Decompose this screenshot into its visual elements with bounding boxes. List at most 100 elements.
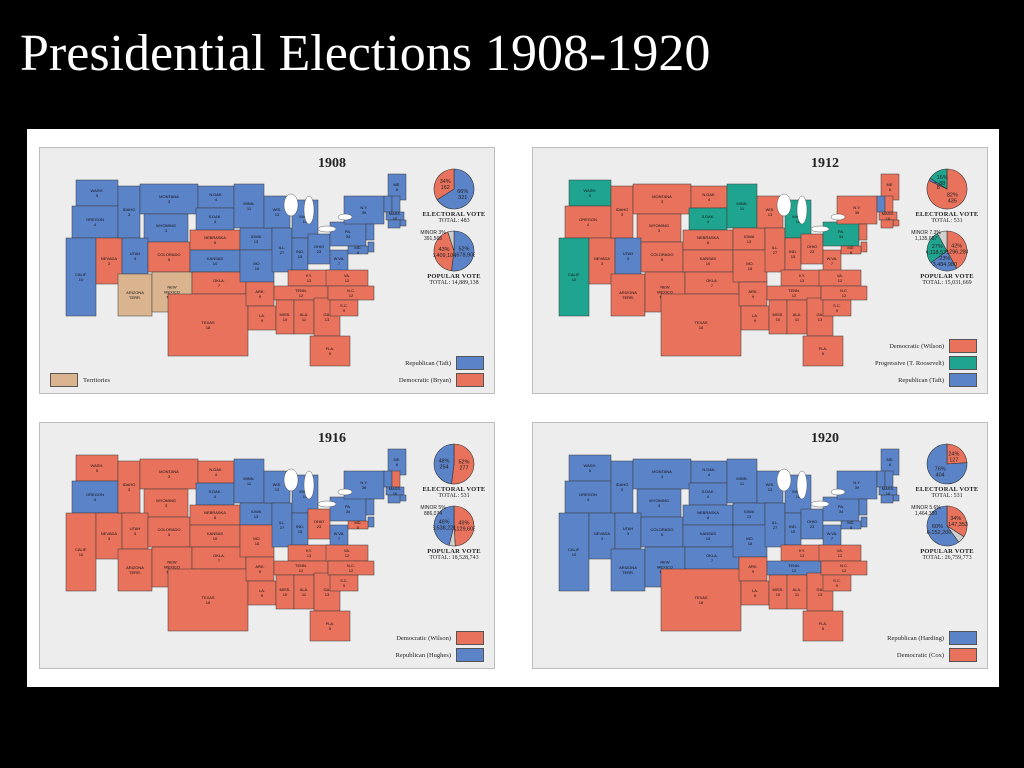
state-wa — [75, 454, 119, 482]
state-mt — [139, 183, 199, 215]
state-label-oh: OHIO — [314, 519, 324, 524]
state-label-me: 6 — [396, 187, 399, 192]
great-lake — [337, 213, 353, 221]
state-label-mn: 11 — [247, 206, 252, 211]
state-label-al: 11 — [302, 317, 307, 322]
state-label-mt: 3 — [168, 199, 171, 204]
state-nv — [95, 512, 123, 560]
state-label-pa: 34 — [839, 509, 844, 514]
state-label-ar: ARK. — [255, 289, 264, 294]
state-label-oh: 23 — [317, 524, 322, 529]
state-label-wa: 5 — [589, 193, 592, 198]
state-label-oh: OHIO — [314, 244, 324, 249]
map-legend: Republican (Taft) Democratic (Bryan) — [399, 353, 484, 387]
electoral-vote-slice-democratic — [946, 443, 968, 465]
state-label-mo: MO. — [253, 536, 261, 541]
state-label-nc: N.C. — [347, 563, 355, 568]
state-label-mi: 14 — [796, 494, 801, 499]
state-label-pa: PA. — [345, 229, 351, 234]
electoral-vote-slice-progressive — [929, 168, 948, 190]
state-label-wi: 13 — [768, 212, 773, 217]
state-label-ar: 9 — [752, 569, 755, 574]
state-label-wi: WIS. — [766, 482, 775, 487]
popular-vote-title: POPULAR VOTE — [427, 548, 481, 555]
great-lake — [283, 468, 299, 492]
state-label-va: VA. — [837, 548, 843, 553]
state-ar — [738, 556, 768, 582]
state-label-oh: 23 — [317, 249, 322, 254]
state-label-ne: 8 — [707, 515, 710, 520]
state-label-oh: OHIO — [807, 244, 817, 249]
great-lake — [776, 468, 792, 492]
state-label-az: TERR. — [622, 570, 634, 575]
state-label-nm: MEXICO — [657, 565, 673, 570]
map-legend: Democratic (Wilson) Progressive (T. Roose… — [875, 336, 977, 387]
state-label-ia: 13 — [747, 239, 752, 244]
legend-swatch — [949, 373, 977, 387]
state-vt — [383, 470, 393, 488]
state-label-nd: N.DAK. — [209, 467, 222, 472]
state-de — [860, 241, 868, 253]
year-label: 1920 — [811, 431, 839, 446]
state-label-wv: W.VA. — [827, 531, 838, 536]
state-label-ga: GA. — [324, 587, 331, 592]
state-ga — [313, 297, 341, 337]
state-nv — [588, 237, 616, 285]
state-label-la: 9 — [261, 593, 264, 598]
electoral-vote-slice-republican — [926, 443, 968, 485]
state-label-ar: ARK. — [748, 289, 757, 294]
state-label-or: OREGON — [579, 492, 597, 497]
state-label-ne: NEBRASKA — [697, 235, 719, 240]
state-label-ma: MASS. — [389, 486, 401, 491]
state-label-wa: WASH. — [91, 188, 104, 193]
legend-item: Democratic (Wilson) — [396, 631, 484, 645]
state-label-tx: 18 — [699, 600, 704, 605]
state-label-ms: MISS. — [280, 312, 291, 317]
legend-label: Republican (Harding) — [887, 634, 944, 642]
state-label-ma: 16 — [886, 216, 891, 221]
electoral-vote-slice-label: 127 — [949, 458, 958, 464]
state-label-mo: MO. — [746, 536, 754, 541]
state-la — [740, 305, 770, 331]
state-label-sd: 4 — [214, 494, 217, 499]
electoral-vote-slice-label: 24% — [948, 452, 959, 458]
state-label-fl: FLA. — [326, 621, 334, 626]
state-label-id: 3 — [621, 487, 624, 492]
popular-vote-slice-label: 46% — [439, 520, 450, 526]
legend-swatch — [456, 648, 484, 662]
state-label-mo: 18 — [748, 541, 753, 546]
state-ny — [343, 195, 385, 225]
electoral-vote-pie: 66%321 34%162 — [433, 168, 475, 210]
electoral-vote-slice-label: 66% — [457, 189, 468, 195]
electoral-vote-slice-label: 162 — [441, 185, 450, 191]
state-label-ar: ARK. — [748, 564, 757, 569]
state-label-sc: S.C. — [340, 303, 348, 308]
state-label-nc: N.C. — [347, 288, 355, 293]
state-ct — [880, 494, 894, 504]
state-label-ky: KY. — [306, 548, 312, 553]
state-fl — [309, 610, 351, 642]
state-label-mt: MONTANA — [652, 194, 672, 199]
state-label-oh: 23 — [810, 249, 815, 254]
electoral-vote-total: TOTAL: 531 — [931, 493, 963, 499]
state-label-va: VA. — [837, 273, 843, 278]
state-or — [71, 205, 119, 239]
state-label-mn: MINN. — [736, 476, 747, 481]
state-label-nd: 4 — [708, 197, 711, 202]
state-label-ne: 8 — [707, 240, 710, 245]
popular-vote-slice-minor — [936, 230, 948, 252]
state-label-md: 8 — [850, 525, 853, 530]
state-ri — [399, 219, 407, 227]
state-label-ia: 13 — [747, 514, 752, 519]
great-lake — [810, 225, 830, 233]
state-ny — [343, 470, 385, 500]
state-az — [117, 273, 153, 317]
state-label-ma: MASS. — [882, 211, 894, 216]
legend-swatch — [949, 648, 977, 662]
state-label-ne: 8 — [214, 240, 217, 245]
vote-summary: 24% 127 76% 404 ELECTORAL VOTE TOTAL: 531 34% 9… — [909, 443, 985, 561]
state-nh — [391, 470, 401, 488]
state-md — [347, 245, 369, 255]
electoral-vote-slice-label: 277 — [459, 466, 468, 472]
